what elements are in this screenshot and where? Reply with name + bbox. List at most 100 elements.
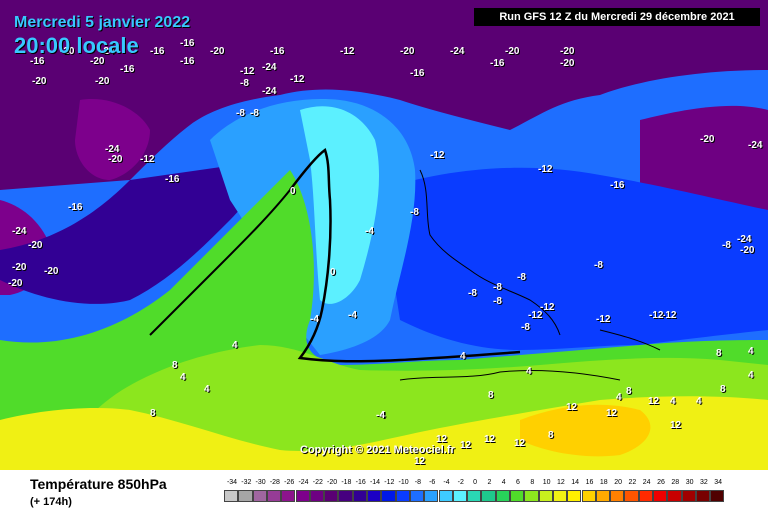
isotherm-label: -8 [517,272,526,283]
isotherm-label: -20 [12,262,27,273]
scale-tick-label: -4 [443,479,450,486]
scale-swatch [309,490,325,502]
isotherm-label: -20 [44,266,59,277]
isotherm-label: -16 [490,58,505,69]
isotherm-label: -12 [290,74,305,85]
scale-swatch [653,490,668,502]
isotherm-label: -12 [649,310,664,321]
isotherm-label: 4 [204,384,210,395]
isotherm-label: -8 [410,207,419,218]
zero-isotherm-west [149,189,291,336]
scale-tick-label: -8 [414,479,421,486]
isotherm-label: 12 [566,402,578,413]
lead-time: (+ 174h) [30,496,72,508]
scale-swatch [252,490,267,502]
isotherm-label: -8 [236,108,245,119]
scale-swatch [381,490,396,502]
scale-swatch [224,490,239,502]
scale-tick-label: 4 [501,479,506,486]
isotherm-label: 4 [616,392,622,403]
isotherm-label: 0 [330,267,336,278]
isotherm-label: -16 [180,38,195,49]
scale-swatch [424,490,439,502]
scale-swatch [338,490,353,502]
isotherm-label: -8 [468,288,477,299]
scale-swatch [667,490,682,502]
temperature-field [0,0,768,470]
legend-bar: Température 850hPa (+ 174h) -34 -32 -30 -28… [0,470,768,512]
orange-africa [520,404,651,457]
scale-swatch [638,490,653,502]
scale-tick-label: -24 [298,479,309,486]
scale-swatch [395,490,410,502]
scale-tick-label: 10 [542,479,551,486]
scale-tick-label: 20 [614,479,622,486]
isotherm-label: -8 [240,78,249,89]
isotherm-label: 12 [648,396,660,407]
scale-tick-label: 32 [699,479,708,486]
zero-isotherm [289,147,521,363]
coastline-africa [399,369,621,381]
scale-tick-label: 24 [642,479,651,486]
isotherm-label: -12 [430,150,445,161]
scale-tick-label: 12 [556,479,565,486]
scale-tick-label: -28 [269,479,280,486]
isotherm-label: 4 [748,370,754,381]
run-info: Run GFS 12 Z du Mercredi 29 décembre 202… [474,8,760,26]
isotherm-label: -24 [100,46,115,57]
isotherm-label: 8 [488,390,494,401]
isotherm-label: 12 [460,440,472,451]
scale-tick-label: 26 [657,479,665,486]
scale-tick-label: -34 [226,479,238,486]
isotherm-label: 8 [150,408,156,419]
isotherm-label: -24 [105,144,120,155]
valid-date: Mercredi 5 janvier 2022 [14,14,191,31]
isotherm-label: -16 [30,56,45,67]
isotherm-label: -16 [68,202,83,213]
isotherm-label: 4 [460,351,466,362]
isotherm-label: -20 [700,134,715,145]
isotherm-label: -8 [493,282,502,293]
isotherm-label: -20 [210,46,225,57]
scale-swatch [595,490,611,502]
isotherm-label: -20 [400,46,415,57]
band-minus-16 [0,160,270,304]
scale-tick-label: 22 [628,479,637,486]
scale-tick-label: -14 [369,479,381,486]
scale-tick-label: -32 [241,479,252,486]
isotherm-label: -8 [493,296,502,307]
isotherm-label: -8 [722,240,731,251]
copyright-notice: Copyright © 2021 Meteociel.fr [300,444,455,456]
cold-core-greenland [75,99,150,180]
scale-tick-label: 14 [571,479,580,486]
scale-swatch [610,490,625,502]
isotherm-label: 12 [436,434,448,445]
isotherm-label: 4 [380,410,386,421]
scale-swatch [295,490,310,502]
scale-tick-label: -6 [429,479,436,486]
isotherm-label: -16 [120,64,135,75]
isotherm-label: -20 [505,46,520,57]
scale-swatch [238,490,253,502]
isotherm-label: 4 [526,366,532,377]
isotherm-label: -24 [748,140,763,151]
isotherm-label: 4 [180,372,186,383]
isotherm-label: -24 [450,46,465,57]
isotherm-label: -12 [540,302,555,313]
isotherm-label: -16 [150,46,165,57]
isotherm-label: -24 [12,226,27,237]
scale-tick-label: -20 [327,479,338,486]
scale-swatch [324,490,339,502]
scale-swatch [367,490,382,502]
scale-swatch [266,490,282,502]
isotherm-label: -12 [240,66,255,77]
scale-tick-label: 8 [530,479,535,486]
isotherm-label: -20 [90,56,105,67]
isotherm-label: 4 [232,340,238,351]
scale-tick-label: -12 [384,479,395,486]
isotherm-label: 8 [626,386,632,397]
scale-tick-label: 30 [685,479,694,486]
isotherm-label: -20 [560,58,575,69]
isotherm-label: 4 [696,396,702,407]
